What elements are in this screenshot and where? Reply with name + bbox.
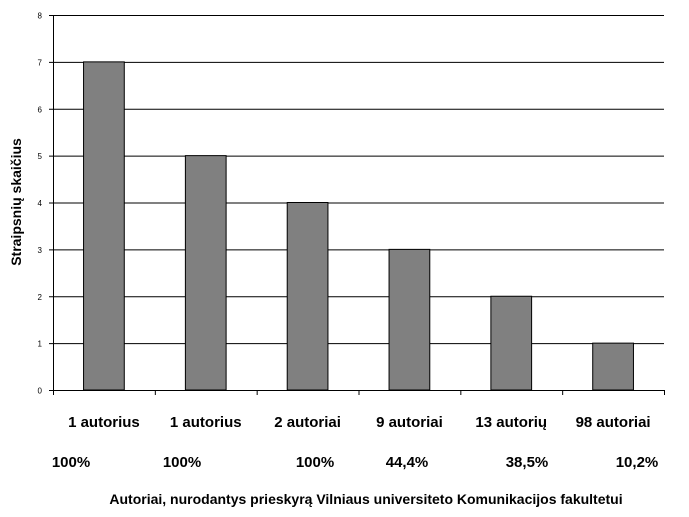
y-tick-label: 2 xyxy=(38,293,43,302)
category-label: 1 autorius xyxy=(170,414,242,431)
bar xyxy=(490,295,533,391)
y-tick-label: 4 xyxy=(38,199,43,208)
category-labels: 1 autorius 1 autorius 2 autoriai 9 autoriai… xyxy=(68,414,651,431)
category-label: 13 autorių xyxy=(475,414,547,431)
axes xyxy=(49,15,665,395)
bar xyxy=(83,61,125,391)
category-label: 2 autoriai xyxy=(274,414,341,431)
y-tick-label: 6 xyxy=(38,105,43,114)
category-label: 9 autoriai xyxy=(376,414,443,431)
x-axis-title: Autoriai, nurodantys prieskyrą Vilniaus … xyxy=(109,491,622,507)
bars xyxy=(83,61,634,391)
y-tick-label: 8 xyxy=(38,12,43,21)
category-label: 1 autorius xyxy=(68,414,140,431)
category-label: 98 autoriai xyxy=(576,414,651,431)
bar xyxy=(388,248,431,391)
bar xyxy=(286,202,329,391)
percent-label: 100% xyxy=(296,454,334,471)
y-tick-label: 0 xyxy=(38,387,43,396)
y-tick-label: 3 xyxy=(38,246,43,255)
percent-label: 100% xyxy=(163,454,201,471)
y-axis-title: Straipsnių skaičius xyxy=(8,138,24,266)
y-tick-labels: 0 1 2 3 4 5 6 7 8 xyxy=(38,12,43,396)
bar xyxy=(184,155,227,391)
y-tick-label: 1 xyxy=(38,340,43,349)
percent-labels: 100% 100% 100% 44,4% 38,5% 10,2% xyxy=(52,454,658,471)
percent-label: 100% xyxy=(52,454,90,471)
percent-label: 10,2% xyxy=(616,454,659,471)
y-tick-label: 7 xyxy=(38,58,43,67)
gridlines xyxy=(53,15,664,345)
bar xyxy=(592,342,634,391)
percent-label: 44,4% xyxy=(386,454,429,471)
percent-label: 38,5% xyxy=(506,454,549,471)
y-tick-label: 5 xyxy=(38,152,43,161)
